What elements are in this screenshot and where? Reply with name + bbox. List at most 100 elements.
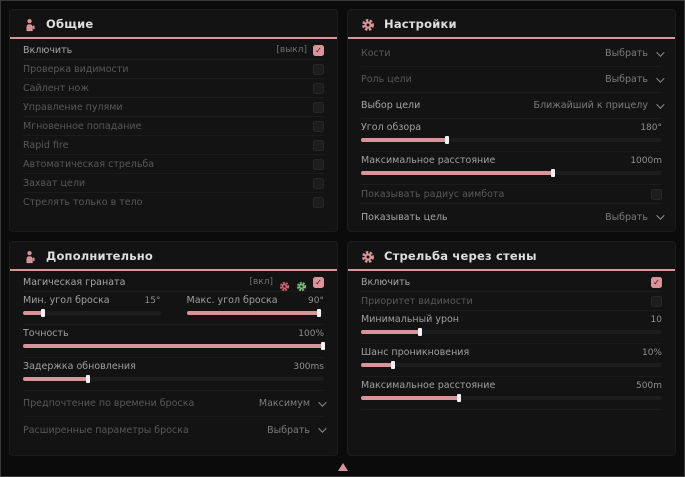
toggle-row: Мгновенное попадание (23, 117, 324, 136)
toggle-row: Rapid fire (23, 136, 324, 155)
additional-row-1-min-value: 15° (144, 295, 161, 306)
wallbang-row-3-slider-thumb[interactable] (391, 361, 396, 369)
additional-row-1-min-label: Мин. угол броска (23, 295, 110, 306)
additional-row-2-value: 100% (298, 328, 324, 339)
checkbox[interactable] (651, 276, 662, 288)
checkbox[interactable] (313, 120, 324, 132)
settings-row-4-slider-fill (361, 171, 554, 175)
additional-row-1-max-line: Макс. угол броска 90° (187, 295, 325, 306)
additional-row-1-min: Мин. угол броска 15° (23, 292, 161, 324)
checkbox[interactable] (313, 63, 324, 75)
wallbang-row-2-slider-fill (361, 330, 422, 334)
checkbox[interactable] (651, 295, 662, 307)
additional-row-2-slider-thumb[interactable] (321, 342, 325, 350)
additional-row-4-selected-value: Максимум (258, 398, 310, 409)
wallbang-row-1-label: Приоритет видимости (361, 295, 473, 307)
additional-row-3-slider-fill (23, 377, 90, 381)
wallbang-row-3-value: 10% (641, 347, 662, 358)
panel-additional-rows: Магическая граната [вкл] Мин. угол броска 1… (10, 271, 337, 443)
additional-row-1-max: Макс. угол броска 90° (186, 292, 325, 324)
additional-row-1-max-slider[interactable] (186, 309, 324, 318)
additional-row-3-label: Задержка обновления (23, 361, 136, 372)
additional-row-2-slider[interactable] (23, 342, 325, 351)
additional-row-1-max-slider-thumb[interactable] (316, 309, 321, 317)
checkbox[interactable] (313, 101, 324, 113)
additional-row-3-slider[interactable] (23, 375, 324, 384)
dropdown-row: Расширенные параметры броска Выбрать (23, 417, 327, 443)
additional-row-2-line: Точность 100% (23, 328, 324, 339)
additional-row-3-value: 300ms (293, 361, 324, 372)
settings-row-2-select[interactable]: Ближайший к прицелу (533, 96, 665, 115)
wallbang-row-3: Шанс проникновения 10% (361, 344, 662, 377)
wallbang-row-3-slider[interactable] (361, 361, 662, 370)
additional-row-5-label: Расширенные параметры броска (23, 424, 189, 436)
additional-row-2-label: Точность (23, 328, 69, 339)
general-row-2-label: Сайлент нож (23, 82, 89, 94)
settings-row-5-controls (651, 188, 662, 200)
settings-row-6-selected-value: Выбрать (605, 211, 648, 223)
additional-row-5-select[interactable]: Выбрать (267, 421, 327, 440)
settings-row-3-slider-thumb[interactable] (445, 136, 450, 144)
additional-row-1-min-slider[interactable] (23, 309, 161, 318)
checkbox[interactable] (313, 44, 324, 56)
settings-row-0-select[interactable]: Выбрать (605, 44, 665, 63)
panel-general-rows: Включить [выкл] Проверка видимости Сайлент … (10, 39, 337, 212)
settings-row-6-select[interactable]: Выбрать (605, 208, 665, 227)
wallbang-row-2-slider-thumb[interactable] (418, 328, 423, 336)
wallbang-row-3-slider-track (361, 363, 662, 367)
dropdown-row: Предпочтение по времени броска Максимум (23, 391, 327, 417)
additional-row-4-label: Предпочтение по времени броска (23, 398, 195, 409)
toggle-row: Включить [выкл] (23, 41, 324, 60)
keybind-gear-green-icon[interactable] (296, 277, 307, 291)
settings-row-3-line: Угол обзора 180° (361, 122, 662, 133)
checkbox[interactable] (313, 139, 324, 151)
settings-row-3-value: 180° (640, 122, 662, 133)
additional-row-1-min-slider-fill (23, 311, 44, 315)
wallbang-row-3-line: Шанс проникновения 10% (361, 347, 662, 358)
settings-row-4-slider[interactable] (361, 169, 662, 178)
dropdown-row: Выбор цели Ближайший к прицелу (361, 93, 665, 119)
panel-title: Настройки (384, 17, 457, 31)
general-row-8-label: Стрелять только в тело (23, 197, 143, 208)
general-row-0-label: Включить (23, 44, 73, 56)
wallbang-row-4-slider[interactable] (361, 394, 662, 403)
additional-row-3-slider-track (23, 377, 324, 381)
settings-row-0-selected-value: Выбрать (605, 48, 648, 59)
settings-row-4-slider-thumb[interactable] (550, 169, 555, 177)
wallbang-row-4-value: 500m (636, 380, 662, 391)
settings-row-4-label: Максимальное расстояние (361, 155, 496, 166)
wallbang-row-0-label: Включить (361, 276, 411, 288)
checkbox[interactable] (313, 158, 324, 170)
checkbox[interactable] (313, 197, 324, 208)
settings-row-1-select[interactable]: Выбрать (605, 70, 665, 89)
wallbang-row-2-value: 10 (650, 314, 662, 325)
additional-row-1-min-slider-thumb[interactable] (40, 309, 45, 317)
panel-wallbang: Стрельба через стены Включить Приоритет ви… (347, 241, 676, 456)
keybind-state-tag: [вкл] (249, 277, 273, 287)
checkbox[interactable] (651, 188, 662, 200)
general-row-7-label: Захват цели (23, 177, 86, 189)
toggle-row: Магическая граната [вкл] (23, 273, 324, 292)
checkbox[interactable] (313, 276, 324, 288)
wallbang-row-4-label: Максимальное расстояние (361, 380, 496, 391)
checkbox[interactable] (313, 82, 324, 94)
wallbang-row-2-slider[interactable] (361, 328, 662, 337)
general-row-8-controls (313, 197, 324, 208)
keybind-gear-red-icon[interactable] (279, 277, 290, 291)
checkbox[interactable] (313, 177, 324, 189)
additional-row-3-slider-thumb[interactable] (86, 375, 91, 383)
settings-row-3-slider[interactable] (361, 136, 662, 145)
additional-row-3: Задержка обновления 300ms (23, 358, 324, 391)
additional-row-1-left-half: Мин. угол броска 15° (23, 292, 161, 324)
additional-row-1-pair: Мин. угол броска 15° Макс. угол броска 90° (23, 292, 324, 325)
toggle-row: Стрелять только в тело (23, 193, 324, 212)
wallbang-row-4-slider-thumb[interactable] (457, 394, 462, 402)
additional-row-1-max-value: 90° (308, 295, 324, 306)
wallbang-row-0-controls (651, 276, 662, 288)
panel-settings: Настройки Кости Выбрать Роль цели Выбрать Выб… (347, 9, 676, 232)
additional-row-3-line: Задержка обновления 300ms (23, 361, 324, 372)
panel-settings-rows: Кости Выбрать Роль цели Выбрать Выбор цели Бл… (348, 39, 675, 230)
additional-row-1-min-line: Мин. угол броска 15° (23, 295, 161, 306)
chevron-down-icon (656, 99, 665, 109)
additional-row-4-select[interactable]: Максимум (258, 394, 327, 413)
